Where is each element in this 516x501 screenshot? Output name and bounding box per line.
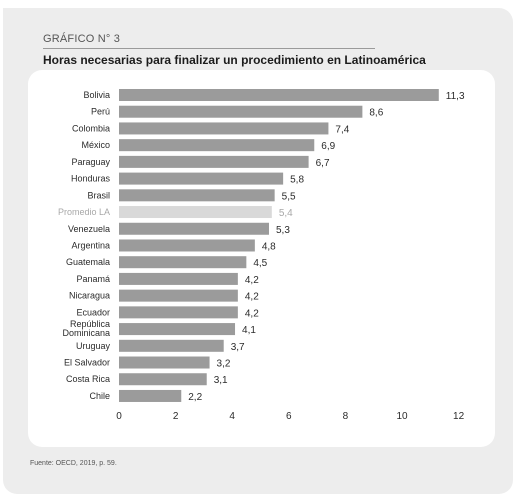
category-label: Panamá xyxy=(76,274,110,284)
bar xyxy=(119,339,224,352)
value-label: 4,2 xyxy=(245,275,259,286)
category-label: Ecuador xyxy=(76,307,110,317)
value-label: 7,4 xyxy=(335,124,349,135)
bar-chart: Bolivia 11,3 Perú 8,6 Colombia 7,4 México 6,9 Pa… xyxy=(58,89,465,422)
category-label: Colombia xyxy=(72,123,110,133)
x-tick-label: 10 xyxy=(396,411,408,422)
bar xyxy=(119,256,247,269)
value-label: 5,8 xyxy=(290,175,304,186)
bar xyxy=(119,323,236,336)
value-label: 4,8 xyxy=(262,241,276,252)
category-label: República Dominicana xyxy=(62,319,110,338)
chart-number-label: GRÁFICO N° 3 xyxy=(43,33,121,45)
x-tick-label: 8 xyxy=(343,411,349,422)
value-label: 4,2 xyxy=(245,292,259,303)
category-label: Honduras xyxy=(71,174,111,184)
bar xyxy=(119,239,255,252)
category-label: Perú xyxy=(91,107,110,117)
category-label: Brasil xyxy=(87,190,110,200)
bar xyxy=(119,122,329,135)
category-label: Argentina xyxy=(71,240,110,250)
value-label: 5,4 xyxy=(279,208,293,219)
value-label: 8,6 xyxy=(369,108,383,119)
value-label: 5,3 xyxy=(276,225,290,236)
x-tick-label: 6 xyxy=(286,411,292,422)
bar xyxy=(119,172,284,185)
bar xyxy=(119,139,315,152)
category-label: El Salvador xyxy=(64,358,110,368)
value-label: 4,5 xyxy=(253,258,267,269)
category-label: Costa Rica xyxy=(66,374,110,384)
bar xyxy=(119,389,182,402)
source-note: Fuente: OECD, 2019, p. 59. xyxy=(30,460,117,467)
bar xyxy=(119,105,363,118)
bar xyxy=(119,206,272,219)
x-tick-label: 0 xyxy=(116,411,122,422)
bar xyxy=(119,306,238,319)
bar xyxy=(119,356,210,369)
bar xyxy=(119,89,439,101)
category-label: Paraguay xyxy=(71,157,110,167)
bar xyxy=(119,155,309,168)
bar xyxy=(119,373,207,386)
category-label: Bolivia xyxy=(83,90,110,100)
value-label: 4,1 xyxy=(242,325,256,336)
value-label: 2,2 xyxy=(188,392,202,403)
x-tick-label: 4 xyxy=(229,411,235,422)
category-label: Nicaragua xyxy=(69,291,110,301)
category-label: México xyxy=(81,140,110,150)
bar xyxy=(119,222,269,235)
category-label: Guatemala xyxy=(66,257,110,267)
title-divider xyxy=(43,48,375,49)
chart-card: Bolivia 11,3 Perú 8,6 Colombia 7,4 México 6,9 Pa… xyxy=(28,70,495,447)
value-label: 3,2 xyxy=(217,359,231,370)
chart-title: Horas necesarias para finalizar un proce… xyxy=(43,53,426,67)
category-label: Chile xyxy=(89,391,110,401)
bar xyxy=(119,289,238,302)
category-label: Uruguay xyxy=(76,341,111,351)
value-label: 6,7 xyxy=(316,158,330,169)
value-label: 11,3 xyxy=(446,91,465,102)
value-label: 6,9 xyxy=(321,141,335,152)
value-label: 3,1 xyxy=(214,375,228,386)
value-label: 3,7 xyxy=(231,342,245,353)
bar xyxy=(119,189,275,202)
value-label: 4,2 xyxy=(245,308,259,319)
x-tick-label: 12 xyxy=(453,411,465,422)
category-label: Promedio LA xyxy=(58,207,110,217)
value-label: 5,5 xyxy=(282,191,296,202)
category-label: Venezuela xyxy=(68,224,110,234)
x-tick-label: 2 xyxy=(173,411,179,422)
bar xyxy=(119,272,238,285)
